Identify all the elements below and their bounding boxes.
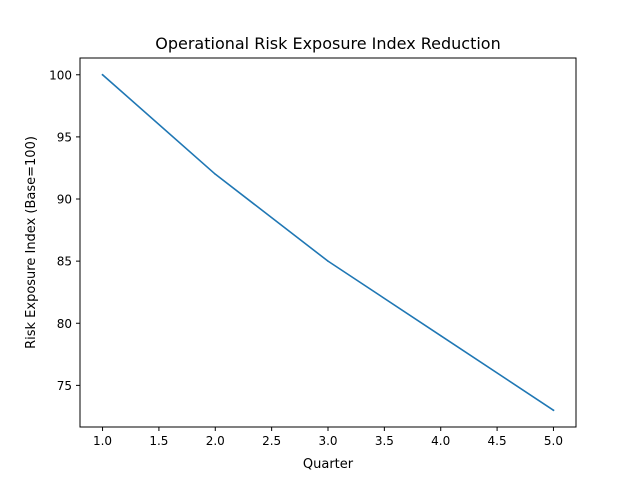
plot-area	[101, 73, 555, 412]
x-axis-label: Quarter	[303, 457, 354, 472]
data-point	[327, 260, 329, 262]
y-axis-ticks: 75 80 85 90 95 100	[49, 68, 80, 393]
y-tick-label: 75	[57, 379, 72, 393]
data-point	[552, 409, 555, 412]
x-tick-label: 4.5	[488, 434, 507, 448]
x-tick-label: 3.5	[375, 434, 394, 448]
y-tick-label: 85	[57, 255, 72, 269]
x-tick-label: 3.0	[318, 434, 337, 448]
data-point	[214, 173, 217, 175]
y-tick-label: 80	[57, 317, 72, 331]
x-tick-label: 1.5	[149, 434, 168, 448]
chart-title: Operational Risk Exposure Index Reductio…	[155, 34, 500, 53]
y-tick-label: 95	[57, 130, 72, 144]
y-axis-label: Risk Exposure Index (Base=100)	[24, 136, 39, 349]
x-tick-label: 2.0	[206, 434, 225, 448]
axes-frame	[79, 57, 577, 428]
y-tick-label: 100	[49, 68, 72, 82]
data-point	[101, 73, 104, 76]
y-tick-label: 90	[57, 193, 72, 207]
x-tick-label: 2.5	[262, 434, 281, 448]
data-point	[439, 334, 442, 337]
x-tick-label: 5.0	[544, 434, 563, 448]
x-tick-label: 4.0	[431, 434, 450, 448]
x-axis-ticks: 1.0 1.5 2.0 2.5 3.0 3.5 4.0 4.5 5.0	[93, 427, 563, 448]
x-tick-label: 1.0	[93, 434, 112, 448]
